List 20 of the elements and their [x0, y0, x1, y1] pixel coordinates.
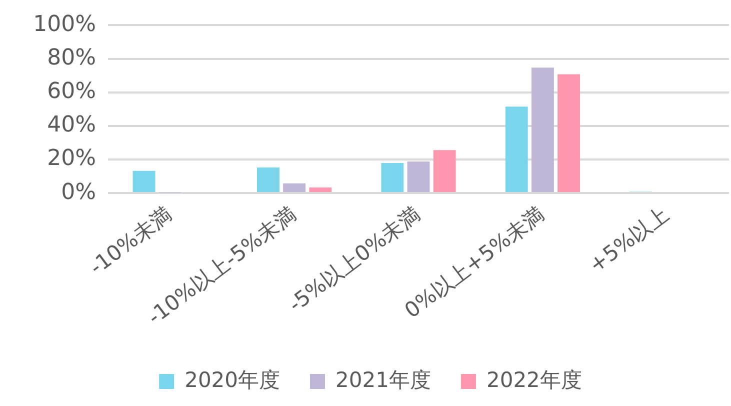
bar — [309, 188, 332, 192]
y-tick-label: 100% — [33, 12, 96, 37]
bar — [132, 170, 156, 192]
y-tick-label: 60% — [47, 79, 96, 104]
x-tick-label: +5%以上 — [584, 202, 674, 278]
bar — [505, 106, 528, 192]
bar — [257, 168, 280, 192]
legend-label: 2020年度 — [184, 368, 280, 392]
bar — [283, 183, 306, 192]
legend-label: 2021年度 — [336, 368, 431, 392]
y-tick-label: 80% — [47, 45, 96, 70]
y-tick-label: 40% — [47, 112, 96, 138]
legend-label: 2022年度 — [486, 368, 582, 392]
bar — [531, 68, 554, 192]
bar — [381, 163, 404, 192]
y-tick-label: 0% — [61, 180, 96, 205]
bar — [407, 162, 430, 192]
bar — [433, 150, 456, 192]
bar — [558, 74, 580, 192]
y-tick-label: 20% — [47, 146, 96, 172]
